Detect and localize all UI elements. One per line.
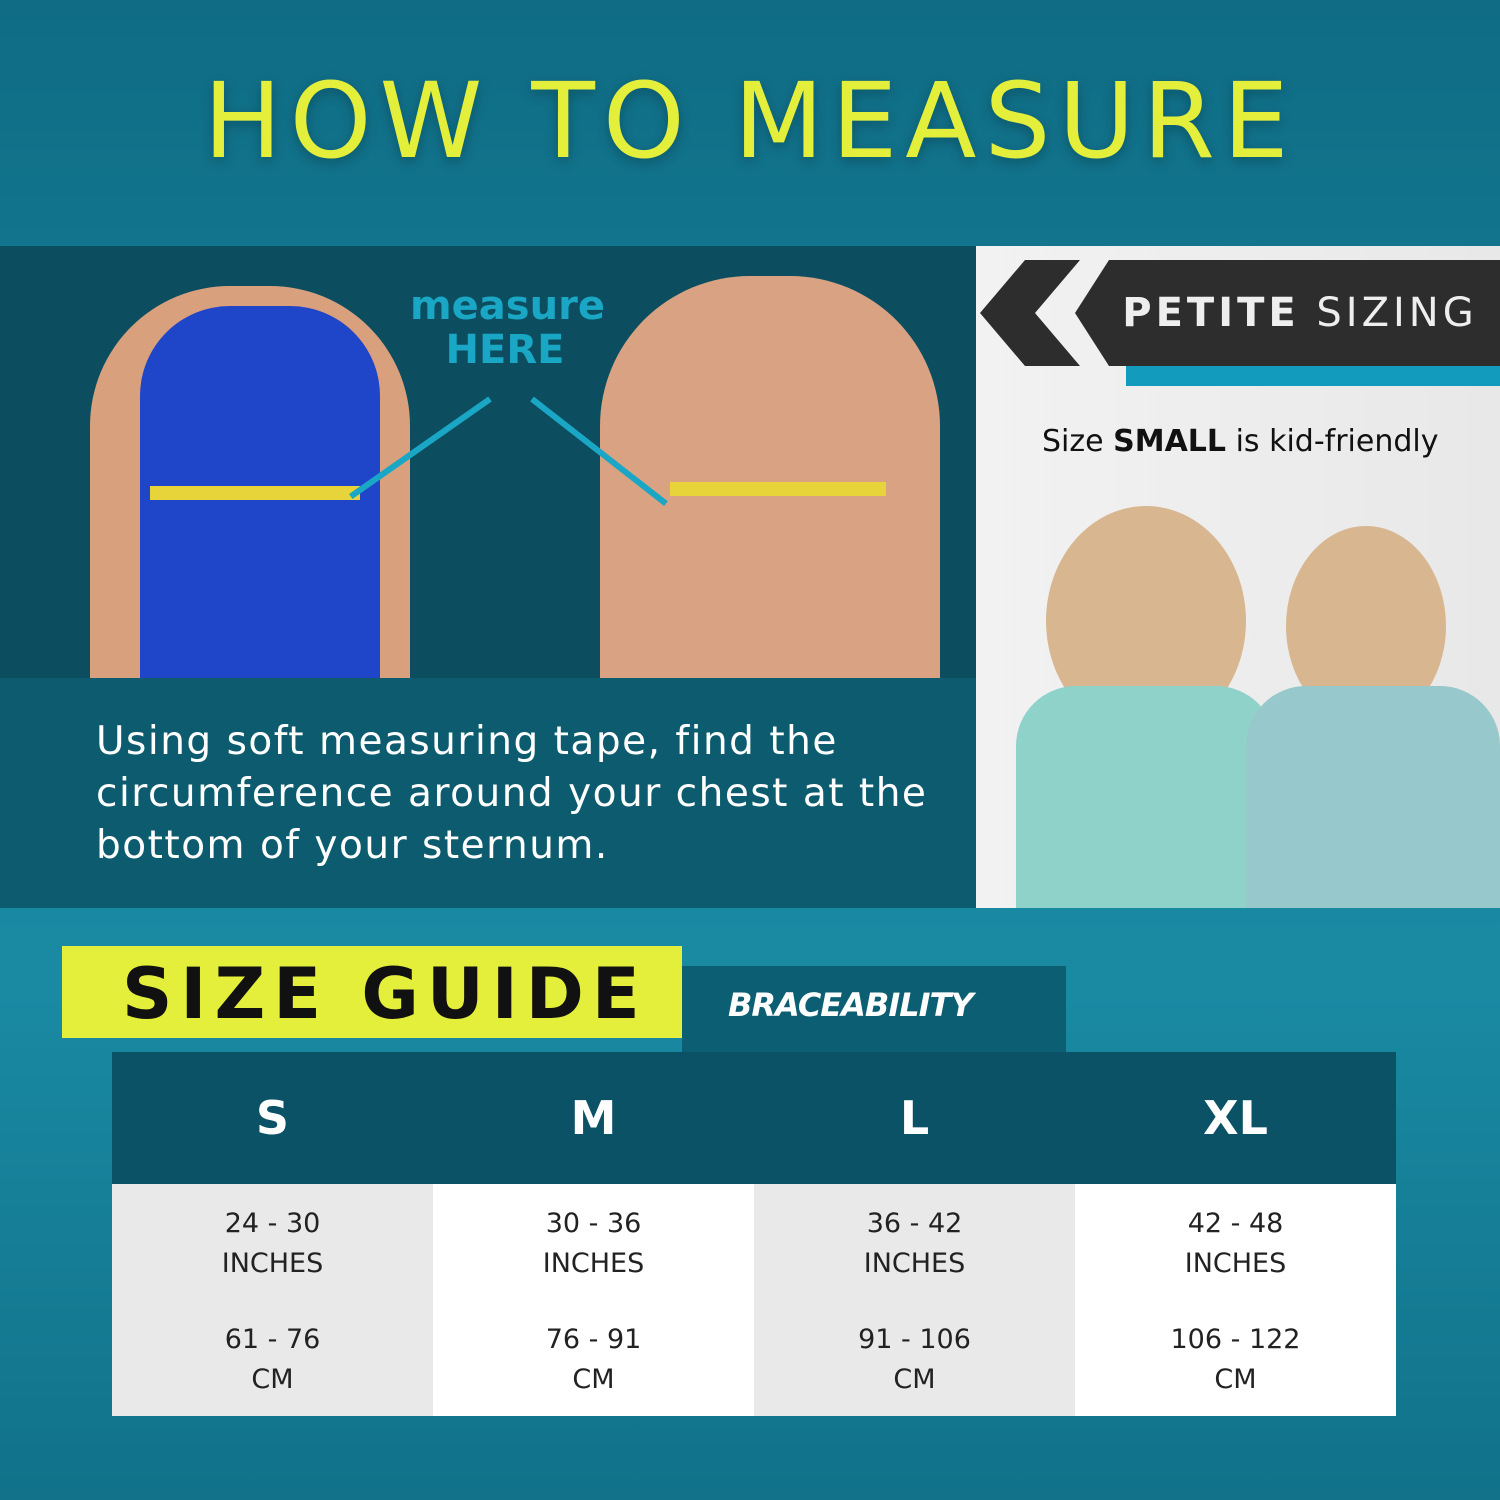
chevron-left-icon xyxy=(980,260,1080,366)
inches-unit: INCHES xyxy=(863,1248,966,1279)
cm-value: 91 - 106 xyxy=(858,1324,971,1355)
inches-unit: INCHES xyxy=(1184,1248,1287,1279)
size-header: L xyxy=(899,1091,930,1145)
banner-light: SIZING xyxy=(1316,290,1478,336)
inches-unit: INCHES xyxy=(221,1248,324,1279)
cm-unit: CM xyxy=(1214,1364,1257,1395)
measuring-tape xyxy=(670,482,886,496)
note-suffix: is kid-friendly xyxy=(1226,424,1439,459)
cm-unit: CM xyxy=(893,1364,936,1395)
callout-line: HERE xyxy=(445,327,565,373)
inches-value: 30 - 36 xyxy=(545,1208,642,1239)
size-header: XL xyxy=(1203,1091,1268,1145)
cm-value: 106 - 122 xyxy=(1170,1324,1301,1355)
boy-shirt xyxy=(1246,686,1500,908)
cm-unit: CM xyxy=(572,1364,615,1395)
inches-unit: INCHES xyxy=(542,1248,645,1279)
brand-logo: BRACEABILITY xyxy=(728,986,974,1024)
note-bold: SMALL xyxy=(1113,424,1227,459)
brand-box xyxy=(682,966,1066,1052)
callout-line: measure xyxy=(410,283,605,329)
size-table-row: 24 - 30 INCHES 61 - 76 CM 30 - 36 INCHES 76 -… xyxy=(112,1184,1396,1416)
inches-value: 36 - 42 xyxy=(866,1208,963,1239)
cm-unit: CM xyxy=(251,1364,294,1395)
measuring-tape xyxy=(150,486,360,500)
size-table-header: S M L XL xyxy=(112,1052,1396,1184)
inches-value: 24 - 30 xyxy=(224,1208,321,1239)
page-title: HOW TO MEASURE xyxy=(203,60,1297,182)
petite-banner xyxy=(1075,260,1500,366)
cm-value: 76 - 91 xyxy=(545,1324,642,1355)
size-cell: 42 - 48 INCHES 106 - 122 CM xyxy=(1075,1184,1396,1416)
note-prefix: Size xyxy=(1042,424,1114,459)
inches-value: 42 - 48 xyxy=(1187,1208,1284,1239)
banner-bold: PETITE xyxy=(1122,290,1300,336)
kid-friendly-note: Size SMALL is kid-friendly xyxy=(1042,424,1439,459)
accent-stripe xyxy=(1126,366,1500,386)
cm-value: 61 - 76 xyxy=(224,1324,321,1355)
size-cell: 24 - 30 INCHES 61 - 76 CM xyxy=(112,1184,433,1416)
girl-shirt xyxy=(1016,686,1276,908)
size-cell: 30 - 36 INCHES 76 - 91 CM xyxy=(433,1184,754,1416)
size-header: M xyxy=(570,1091,617,1145)
man-figure xyxy=(600,276,940,678)
size-cell: 36 - 42 INCHES 91 - 106 CM xyxy=(754,1184,1075,1416)
instructions-text: Using soft measuring tape, find the circ… xyxy=(0,678,976,908)
size-guide-heading: SIZE GUIDE xyxy=(62,946,682,1038)
measure-here-callout: measure HERE xyxy=(410,283,605,373)
size-table: S M L XL 24 - 30 INCHES 61 - 76 CM 30 - 36 I… xyxy=(112,1052,1396,1416)
petite-banner-text: PETITE SIZING xyxy=(1100,260,1500,366)
size-header: S xyxy=(255,1091,290,1145)
measuring-photo xyxy=(0,246,976,678)
